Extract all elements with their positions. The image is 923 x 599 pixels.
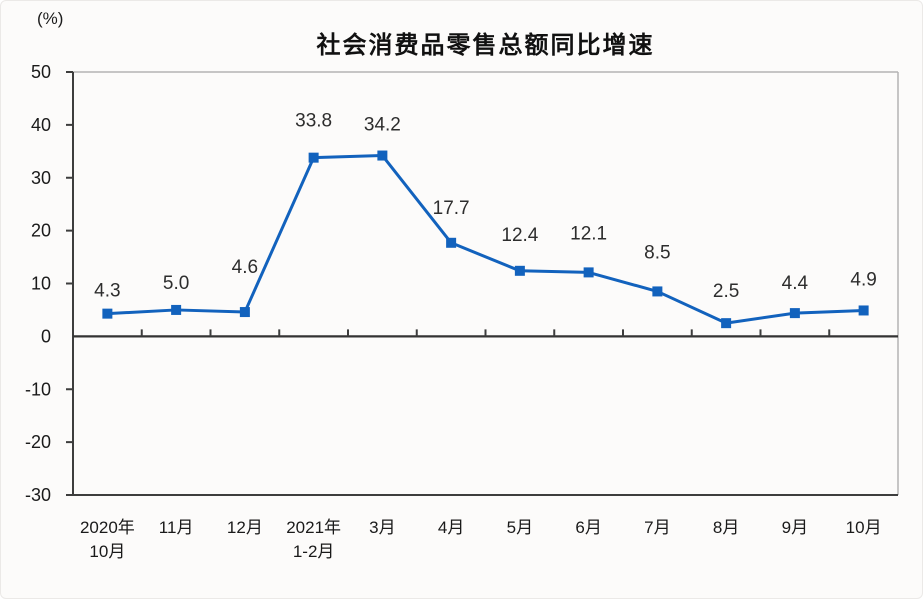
y-axis-label: 50	[31, 62, 51, 82]
data-point-label: 4.4	[782, 273, 809, 294]
data-point-label: 2.5	[713, 281, 739, 302]
x-axis-label: 12月	[227, 518, 263, 537]
data-point-label: 12.4	[501, 225, 538, 246]
x-axis-label: 5月	[507, 518, 533, 537]
data-line	[105, 154, 866, 325]
x-axis-label: 9月	[782, 518, 808, 537]
x-axis-label: 10月	[846, 518, 882, 537]
y-axis-label: 10	[31, 274, 51, 294]
x-axis-label-line2: 1-2月	[293, 542, 335, 561]
y-axis-label: 0	[41, 326, 51, 346]
data-point-marker	[239, 307, 250, 318]
data-point-label: 34.2	[364, 115, 401, 136]
y-axis-label: -30	[25, 485, 51, 505]
x-axis-label: 8月	[713, 518, 739, 537]
data-point-marker	[858, 305, 869, 316]
x-axis-label: 2020年	[80, 518, 135, 537]
data-point-marker	[583, 267, 594, 278]
data-point-label: 5.0	[163, 273, 189, 294]
x-axis-label: 2021年	[286, 518, 341, 537]
x-axis-label: 7月	[644, 518, 670, 537]
chart-title: 社会消费品零售总额同比增速	[316, 32, 655, 59]
data-point-marker	[721, 318, 732, 329]
data-point-marker	[171, 304, 182, 315]
data-point-label: 4.6	[232, 257, 258, 278]
data-point-label: 4.3	[94, 281, 120, 302]
data-point-marker	[514, 265, 525, 276]
data-point-label: 4.9	[850, 269, 876, 290]
y-axis-label: 20	[31, 221, 51, 241]
data-point-label: 17.7	[433, 198, 470, 219]
data-point-marker	[789, 308, 800, 319]
data-point-label: 12.1	[570, 223, 607, 244]
y-axis-label: -20	[25, 432, 51, 452]
x-axis-label: 3月	[369, 518, 395, 537]
y-axis-label: 40	[31, 115, 51, 135]
x-axis-label-line2: 10月	[89, 542, 125, 561]
y-axis-label: -10	[25, 379, 51, 399]
data-point-marker	[652, 286, 663, 297]
y-axis-label: 30	[31, 168, 51, 188]
data-point-marker	[377, 150, 388, 161]
data-point-marker	[446, 237, 457, 248]
x-axis-label: 11月	[159, 518, 194, 537]
x-axis-label: 6月	[575, 518, 601, 537]
y-axis-unit-label: (%)	[37, 9, 64, 28]
data-point-label: 33.8	[295, 111, 332, 132]
data-point-label: 8.5	[644, 242, 670, 263]
x-axis-label: 4月	[438, 518, 464, 537]
data-point-marker	[308, 152, 319, 163]
data-point-marker	[102, 308, 113, 319]
